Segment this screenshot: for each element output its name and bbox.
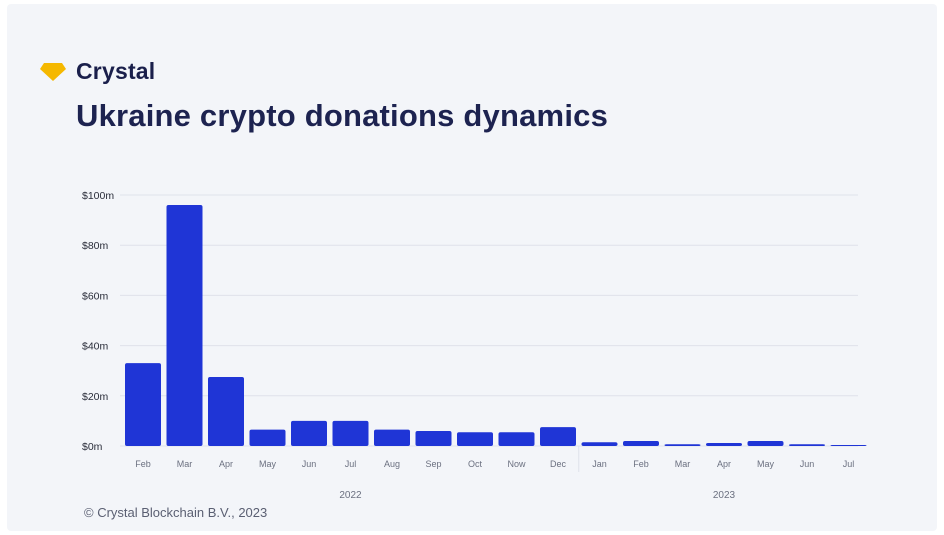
x-tick-label: Jun (800, 459, 815, 469)
x-tick-label: Jan (592, 459, 607, 469)
x-tick-label: Jul (843, 459, 855, 469)
x-tick-label: Jun (302, 459, 317, 469)
x-tick-label: Dec (550, 459, 567, 469)
y-tick-label: $100m (82, 190, 114, 202)
x-tick-label: Jul (345, 459, 357, 469)
x-tick-label: May (259, 459, 277, 469)
x-tick-label: Apr (219, 459, 233, 469)
year-group-label: 2022 (339, 490, 362, 501)
x-tick-label: Apr (717, 459, 731, 469)
brand-name: Crystal (76, 58, 156, 84)
bar (125, 363, 161, 446)
x-tick-label: Feb (633, 459, 649, 469)
bar (747, 440, 784, 446)
bar (664, 444, 701, 446)
bar (457, 432, 493, 446)
y-tick-label: $80m (82, 240, 109, 252)
bar (374, 429, 410, 446)
bar (291, 420, 327, 446)
y-tick-label: $0m (82, 441, 103, 453)
x-tick-label: Mar (177, 459, 193, 469)
year-group-label: 2023 (713, 490, 736, 501)
bar (498, 432, 535, 446)
y-tick-label: $20m (82, 391, 109, 403)
y-tick-label: $40m (82, 341, 109, 353)
bar (830, 444, 867, 446)
bar (415, 430, 452, 446)
x-tick-label: Oct (468, 459, 483, 469)
x-tick-label: Mar (675, 459, 691, 469)
bar (540, 427, 576, 446)
x-tick-label: Feb (135, 459, 151, 469)
bar (249, 429, 286, 446)
x-tick-label: May (757, 459, 775, 469)
x-tick-label: Now (507, 459, 526, 469)
page-title: Ukraine crypto donations dynamics (76, 98, 609, 133)
x-tick-label: Aug (384, 459, 400, 469)
bar (208, 376, 244, 446)
x-tick-label: Sep (425, 459, 441, 469)
bar (332, 420, 369, 446)
bar (623, 440, 659, 446)
diamond-icon (40, 62, 66, 81)
bar (706, 442, 742, 446)
bar (789, 444, 825, 446)
y-tick-label: $60m (82, 290, 109, 302)
brand-logo: Crystal (40, 58, 155, 85)
copyright-footer: © Crystal Blockchain B.V., 2023 (84, 505, 268, 520)
bar (581, 442, 618, 446)
bar (166, 205, 203, 446)
